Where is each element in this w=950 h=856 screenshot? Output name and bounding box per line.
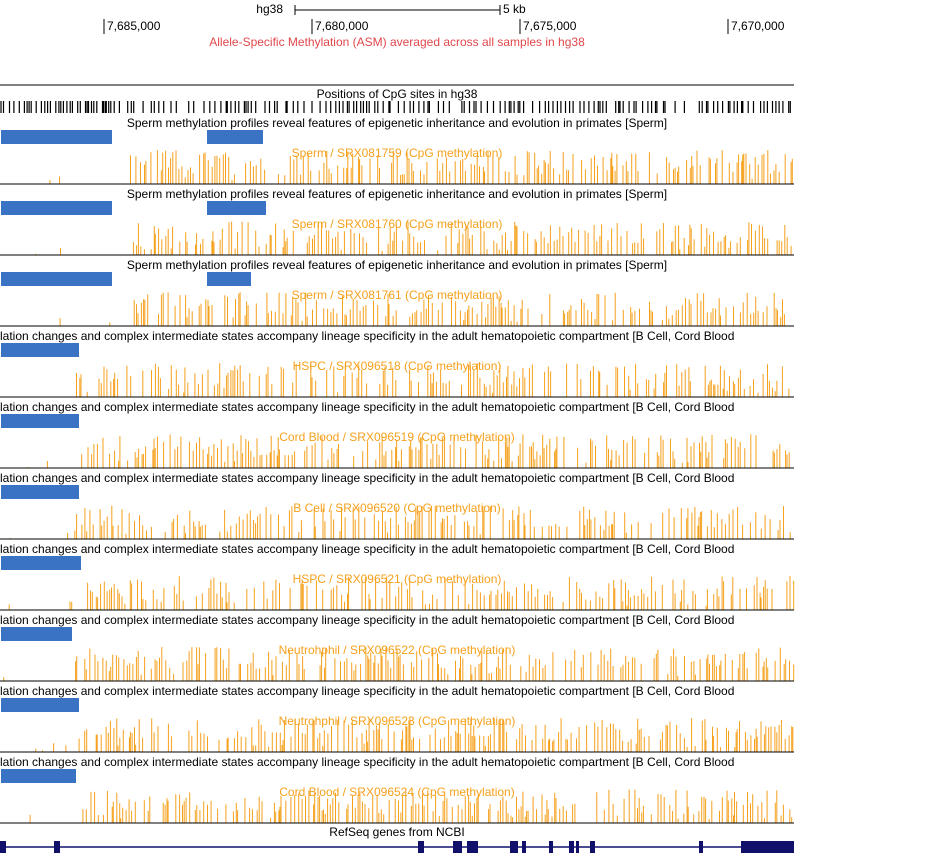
methylation-bars	[76, 363, 790, 397]
cpg-ticks	[0, 101, 791, 113]
asm-title: Allele-Specific Methylation (ASM) averag…	[209, 35, 585, 49]
exon	[0, 841, 6, 853]
feature-box	[1, 343, 79, 357]
methylation-bars	[3, 647, 795, 681]
feature-box	[1, 556, 81, 570]
feature-box	[1, 698, 79, 712]
feature-box	[1, 272, 112, 286]
methylation-bars	[35, 718, 794, 752]
position-label: 7,680,000	[315, 19, 369, 33]
position-label: 7,670,000	[731, 19, 785, 33]
feature-box	[1, 414, 79, 428]
exon	[576, 841, 579, 853]
cpg-label: Positions of CpG sites in hg38	[317, 87, 478, 101]
sample-label: Neutrohphil / SRX096522 (CpG methylation…	[279, 643, 516, 657]
exon	[510, 841, 518, 853]
exon	[467, 841, 478, 853]
sample-label: Cord Blood / SRX096524 (CpG methylation)	[279, 785, 514, 799]
feature-box	[1, 130, 112, 144]
methylation-bars	[35, 221, 792, 255]
exon	[569, 841, 574, 853]
sample-label: Cord Blood / SRX096519 (CpG methylation)	[279, 430, 514, 444]
sample-label: Sperm / SRX081759 (CpG methylation)	[292, 146, 503, 160]
feature-box	[1, 769, 76, 783]
sample-label: HSPC / SRX096518 (CpG methylation)	[293, 359, 502, 373]
feature-box	[1, 627, 72, 641]
exon	[549, 841, 553, 853]
exon	[522, 841, 526, 853]
track-description: Sperm methylation profiles reveal featur…	[127, 116, 667, 130]
methylation-bars	[49, 150, 793, 184]
position-label: 7,685,000	[107, 19, 161, 33]
sample-label: HSPC / SRX096521 (CpG methylation)	[293, 572, 502, 586]
methylation-bars	[29, 789, 793, 823]
scale-label: 5 kb	[503, 2, 526, 16]
track-description: lation changes and complex intermediate …	[0, 542, 734, 556]
track-description: lation changes and complex intermediate …	[0, 684, 734, 698]
feature-box	[1, 201, 112, 215]
feature-box	[207, 130, 263, 144]
track-description: lation changes and complex intermediate …	[0, 471, 734, 485]
sample-label: Sperm / SRX081760 (CpG methylation)	[292, 217, 503, 231]
methylation-bars	[8, 576, 795, 610]
feature-box	[207, 272, 251, 286]
exon	[418, 841, 424, 853]
exon	[590, 841, 595, 853]
methylation-bars	[59, 292, 785, 326]
track-description: Sperm methylation profiles reveal featur…	[127, 258, 667, 272]
track-description: lation changes and complex intermediate …	[0, 329, 734, 343]
sample-label: B Cell / SRX096520 (CpG methylation)	[293, 501, 500, 515]
feature-box	[1, 485, 79, 499]
track-description: lation changes and complex intermediate …	[0, 755, 734, 769]
track-description: lation changes and complex intermediate …	[0, 613, 734, 627]
exon	[54, 841, 60, 853]
exon	[699, 841, 703, 853]
sample-label: Sperm / SRX081761 (CpG methylation)	[292, 288, 503, 302]
track-description: lation changes and complex intermediate …	[0, 400, 734, 414]
exon	[453, 841, 462, 853]
sample-label: Neutrohphil / SRX096523 (CpG methylation…	[279, 714, 516, 728]
position-label: 7,675,000	[523, 19, 577, 33]
assembly-label: hg38	[256, 2, 283, 16]
track-description: Sperm methylation profiles reveal featur…	[127, 187, 667, 201]
exon	[741, 841, 794, 853]
gene-track-label: RefSeq genes from NCBI	[329, 825, 464, 839]
feature-box	[207, 201, 266, 215]
